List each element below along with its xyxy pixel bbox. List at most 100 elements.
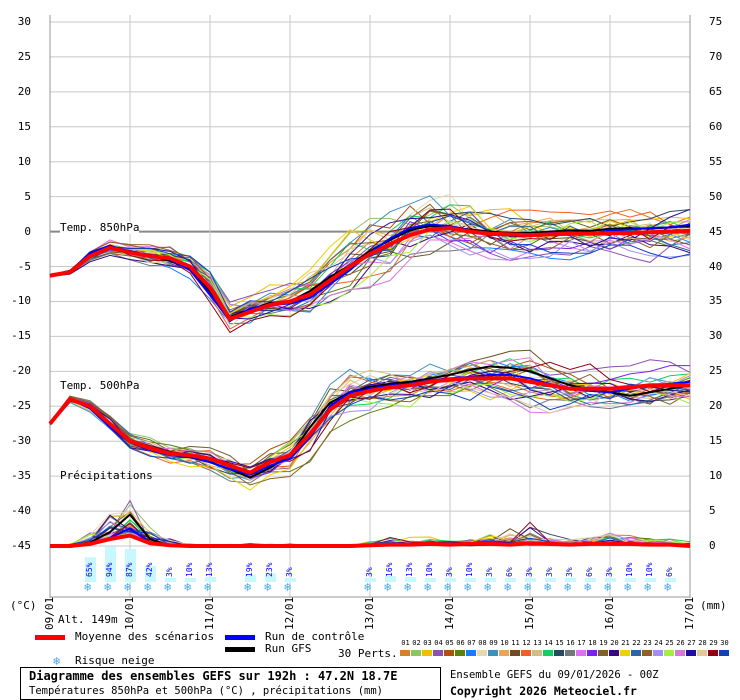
right-tick-label: 15 — [709, 434, 723, 448]
date-label: 09/01 — [43, 596, 56, 630]
snow-risk-bar — [465, 578, 476, 582]
chart-subtitle: Températures 850hPa et 500hPa (°C) , pré… — [29, 685, 384, 697]
right-tick-label: 35 — [709, 294, 723, 308]
snowflake-icon: ❄ — [484, 580, 492, 594]
member-id: 06 — [456, 639, 465, 647]
right-tick-label: 20 — [709, 399, 723, 413]
member-id: 21 — [621, 639, 630, 647]
date-label: 14/01 — [443, 596, 456, 630]
member-color-swatch — [488, 650, 498, 656]
snow-risk-pct: 94% — [105, 562, 114, 577]
right-tick-label: 5 — [709, 504, 716, 518]
snow-risk-pct: 3% — [545, 567, 554, 577]
member-color-swatch — [444, 650, 454, 656]
snowflake-icon: ❄ — [104, 580, 112, 594]
date-label: 12/01 — [283, 596, 296, 630]
member-id: 04 — [434, 639, 443, 647]
snowflake-icon: ❄ — [524, 580, 532, 594]
member-id: 11 — [511, 639, 520, 647]
date-label: 16/01 — [603, 596, 616, 630]
member-color-swatch — [664, 650, 674, 656]
left-tick-label: 0 — [24, 224, 31, 238]
right-tick-label: 50 — [709, 189, 723, 203]
legend-snow-label: Risque neige — [75, 654, 155, 667]
date-label: 17/01 — [683, 596, 696, 630]
member-id: 07 — [467, 639, 476, 647]
member-id: 08 — [478, 639, 487, 647]
member-color-swatch — [565, 650, 575, 656]
legend-gfs-swatch — [225, 647, 255, 652]
member-id: 02 — [412, 639, 421, 647]
panel-label-t500: Temp. 500hPa — [60, 379, 140, 392]
right-tick-label: 55 — [709, 154, 723, 168]
snow-risk-bar — [625, 578, 636, 582]
member-color-swatch — [543, 650, 553, 656]
member-id: 01 — [401, 639, 410, 647]
snow-risk-pct: 65% — [85, 562, 94, 577]
member-id: 19 — [599, 639, 608, 647]
snow-risk-pct: 19% — [245, 562, 254, 577]
panel-label-precip: Précipitations — [60, 469, 153, 482]
legend-gfs-label: Run GFS — [265, 642, 312, 655]
snow-risk-bar — [445, 578, 456, 582]
member-color-swatch — [433, 650, 443, 656]
member-id: 23 — [643, 639, 652, 647]
member-color-swatch — [697, 650, 707, 656]
snow-risk-bar — [165, 578, 176, 582]
right-tick-label: 70 — [709, 49, 723, 63]
member-id: 29 — [709, 639, 718, 647]
member-20-t850-line — [49, 223, 691, 315]
snow-risk-pct: 3% — [485, 567, 494, 577]
snowflake-icon: ❄ — [504, 580, 512, 594]
left-tick-label: -15 — [11, 329, 31, 343]
snow-risk-bar — [85, 557, 96, 582]
copyright: Copyright 2026 Meteociel.fr — [450, 684, 637, 698]
member-color-swatch — [510, 650, 520, 656]
left-tick-label: -40 — [11, 504, 31, 518]
snow-risk-pct: 10% — [425, 562, 434, 577]
member-color-swatch — [631, 650, 641, 656]
right-tick-label: 25 — [709, 364, 723, 378]
snow-risk-bar — [425, 578, 436, 582]
member-id: 24 — [654, 639, 663, 647]
member-color-swatch — [477, 650, 487, 656]
snow-risk-bar — [105, 546, 116, 582]
snow-risk-bar — [405, 577, 416, 582]
left-tick-label: -20 — [11, 364, 31, 378]
left-tick-label: -10 — [11, 294, 31, 308]
member-id: 17 — [577, 639, 586, 647]
snow-risk-bar — [565, 578, 576, 582]
left-tick-label: -45 — [11, 539, 31, 552]
snow-risk-bar — [245, 574, 256, 582]
altitude-label: Alt. 149m — [58, 613, 118, 626]
snowflake-icon: ❄ — [164, 580, 172, 594]
snow-risk-bar — [265, 573, 276, 582]
member-color-swatch — [532, 650, 542, 656]
legend-perts-label: 30 Perts. — [338, 647, 398, 660]
member-color-swatch — [576, 650, 586, 656]
date-label: 13/01 — [363, 596, 376, 630]
snow-risk-pct: 42% — [145, 562, 154, 577]
snowflake-icon: ❄ — [664, 580, 672, 594]
member-id: 27 — [687, 639, 696, 647]
right-tick-label: 45 — [709, 224, 723, 238]
snow-risk-pct: 10% — [625, 562, 634, 577]
snow-risk-pct: 10% — [645, 562, 654, 577]
member-id: 09 — [489, 639, 498, 647]
snow-risk-pct: 6% — [585, 567, 594, 577]
snowflake-icon: ❄ — [284, 580, 292, 594]
legend-control-swatch — [225, 635, 255, 640]
snow-risk-pct: 87% — [125, 562, 134, 577]
left-tick-label: -30 — [11, 434, 31, 448]
title-box: Diagramme des ensembles GEFS sur 192h : … — [20, 667, 441, 700]
member-19-t850-line — [49, 203, 691, 318]
member-24-precip-line — [49, 531, 691, 547]
snow-risk-bar — [185, 578, 196, 582]
member-id: 14 — [544, 639, 553, 647]
snowflake-icon: ❄ — [444, 580, 452, 594]
legend-mean-swatch — [35, 635, 65, 640]
snowflake-icon: ❄ — [584, 580, 592, 594]
member-color-swatch — [400, 650, 410, 656]
snow-risk-bar — [385, 575, 396, 582]
snowflake-icon: ❄ — [544, 580, 552, 594]
